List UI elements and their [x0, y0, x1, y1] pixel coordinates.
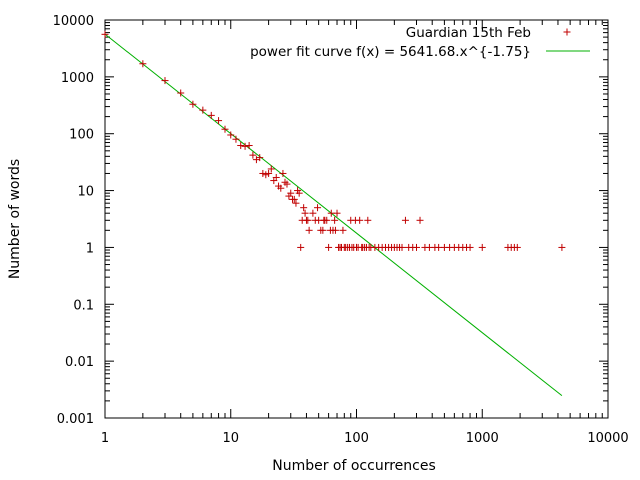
fit-curve-layer	[104, 33, 563, 397]
data-point	[416, 216, 424, 224]
x-tick-label: 10	[222, 431, 239, 446]
data-point	[277, 184, 285, 192]
data-point	[398, 243, 406, 251]
data-point	[237, 142, 245, 150]
y-tick-label: 1000	[61, 71, 94, 86]
data-point	[215, 117, 223, 125]
x-axis-label: Number of occurrences	[272, 458, 436, 474]
plot-frame	[104, 19, 609, 419]
data-point	[292, 199, 300, 207]
y-tick-label: 0.01	[65, 355, 94, 370]
data-point	[466, 243, 474, 251]
data-point	[265, 169, 273, 177]
data-point	[301, 209, 309, 217]
data-point	[227, 131, 235, 139]
data-point	[323, 216, 331, 224]
data-point	[290, 195, 298, 203]
data-point	[300, 204, 308, 212]
data-point	[279, 169, 287, 177]
data-point	[221, 125, 229, 133]
data-point	[558, 243, 566, 251]
fit-curve	[104, 33, 563, 397]
data-point	[331, 216, 339, 224]
data-point	[256, 154, 264, 162]
y-axis-label: Number of words	[7, 159, 23, 279]
points-layer	[101, 30, 566, 251]
data-point	[333, 209, 341, 217]
x-axis: 1 10 100 1000 10000	[101, 20, 629, 446]
data-point	[232, 135, 240, 143]
x-tick-label: 1	[101, 431, 109, 446]
data-point	[207, 111, 215, 119]
x-tick-label: 1000	[466, 431, 499, 446]
data-point	[331, 226, 339, 234]
data-point	[295, 189, 303, 197]
data-point	[364, 216, 372, 224]
data-point	[325, 243, 333, 251]
data-point	[249, 151, 257, 159]
data-point	[101, 30, 109, 38]
legend-label-points: Guardian 15th Feb	[406, 25, 531, 41]
data-point	[478, 243, 486, 251]
legend: Guardian 15th Feb power fit curve f(x) =…	[250, 25, 590, 60]
data-point	[319, 226, 327, 234]
y-tick-label: 10	[77, 185, 94, 200]
y-tick-label: 0.001	[57, 412, 94, 427]
data-point	[304, 216, 312, 224]
data-point	[283, 180, 291, 188]
data-point	[356, 216, 364, 224]
data-point	[339, 226, 347, 234]
data-point	[177, 89, 185, 97]
y-tick-label: 100	[69, 128, 94, 143]
data-point	[401, 216, 409, 224]
y-tick-label: 10000	[53, 14, 94, 29]
data-point	[305, 226, 313, 234]
data-point	[161, 77, 169, 85]
data-point	[189, 100, 197, 108]
x-tick-label: 100	[344, 431, 369, 446]
data-point	[241, 142, 249, 150]
data-point	[314, 204, 322, 212]
data-point	[267, 165, 275, 173]
y-tick-label: 0.1	[73, 298, 94, 313]
data-point	[412, 243, 420, 251]
y-axis: 0.001 0.01 0.1 1 10 100 1000 10000	[53, 14, 608, 427]
data-point	[245, 142, 253, 150]
legend-label-fit: power fit curve f(x) = 5641.68.x^{-1.75}	[250, 44, 531, 60]
y-tick-label: 1	[86, 241, 94, 256]
data-point	[309, 209, 317, 217]
data-point	[287, 189, 295, 197]
data-point	[272, 173, 280, 181]
data-point	[139, 60, 147, 68]
data-point	[297, 243, 305, 251]
x-tick-label: 10000	[587, 431, 628, 446]
legend-marker-points	[563, 28, 571, 36]
data-point	[199, 106, 207, 114]
data-point	[513, 243, 521, 251]
